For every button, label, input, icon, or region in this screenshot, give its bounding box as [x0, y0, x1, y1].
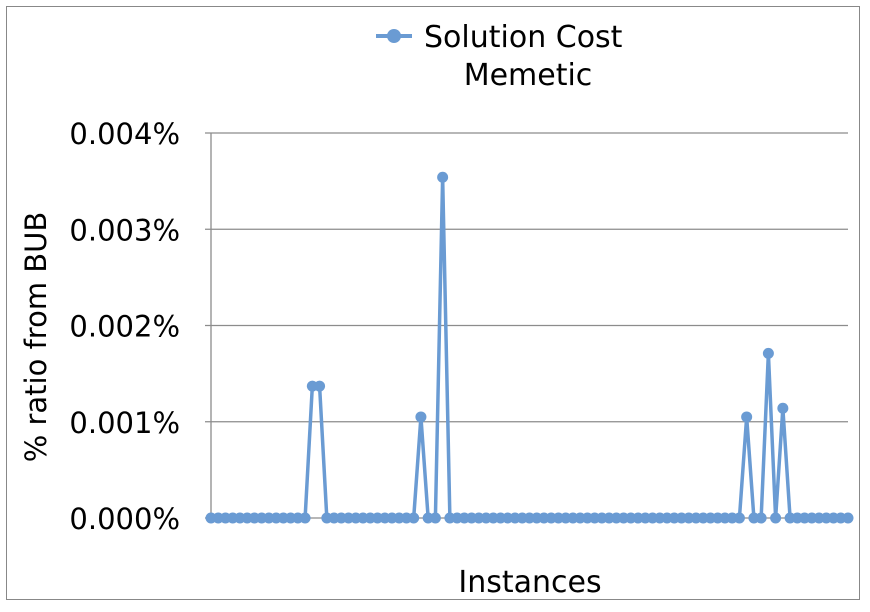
- y-tick-label: 0.004%: [69, 117, 180, 151]
- y-tick-label: 0.003%: [69, 213, 180, 247]
- data-point: [755, 512, 767, 524]
- data-point: [437, 171, 449, 183]
- data-point: [415, 411, 427, 423]
- data-point: [299, 512, 311, 524]
- data-point: [762, 347, 774, 359]
- data-point: [741, 411, 753, 423]
- data-point: [842, 512, 854, 524]
- legend-label: Solution Cost: [424, 20, 623, 55]
- data-point: [314, 380, 326, 392]
- legend-marker: [387, 29, 401, 43]
- data-point: [408, 512, 420, 524]
- y-axis-label: % ratio from BUB: [19, 212, 53, 463]
- data-point: [770, 512, 782, 524]
- data-point: [733, 512, 745, 524]
- x-axis-label: Instances: [458, 565, 601, 600]
- series-points: [205, 171, 854, 524]
- chart-frame: [6, 6, 860, 600]
- y-tick-labels: 0.000% 0.001% 0.002% 0.003% 0.004%: [69, 117, 180, 536]
- y-tick-label: 0.001%: [69, 406, 180, 440]
- chart-title: Memetic: [464, 58, 593, 93]
- y-tick-label: 0.002%: [69, 310, 180, 344]
- data-point: [777, 402, 789, 414]
- y-tick-label: 0.000%: [69, 502, 180, 536]
- legend: Solution Cost: [376, 20, 623, 55]
- data-point: [429, 512, 441, 524]
- series-line-solution-cost: [211, 175, 848, 520]
- gridlines: [205, 132, 848, 519]
